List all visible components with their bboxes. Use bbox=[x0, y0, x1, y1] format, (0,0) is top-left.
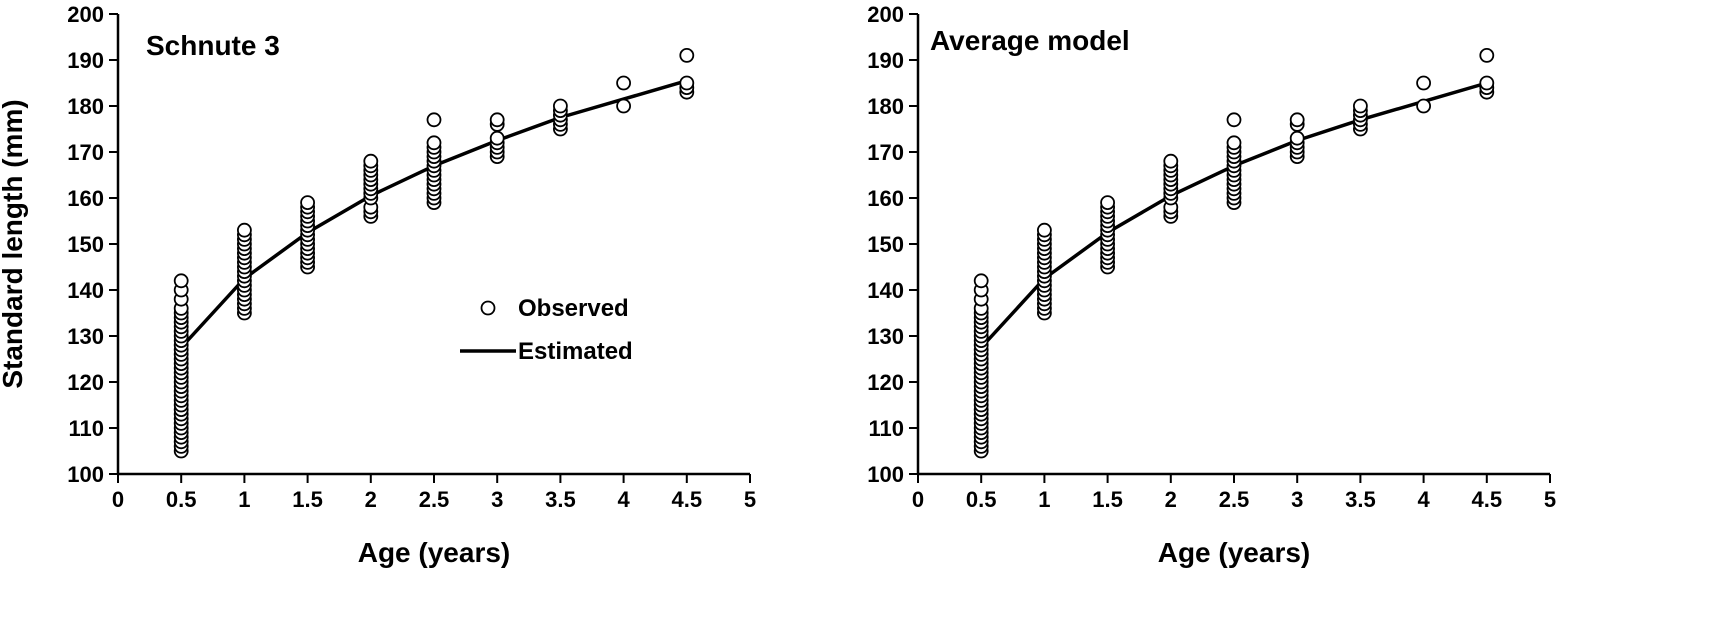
x-tick-label: 5 bbox=[744, 487, 756, 512]
y-tick-label: 150 bbox=[67, 232, 104, 257]
observed-point bbox=[616, 75, 631, 91]
y-tick-label: 190 bbox=[867, 48, 904, 73]
panel-title: Average model bbox=[930, 25, 1130, 56]
observed-point bbox=[553, 98, 568, 114]
observed-point bbox=[1100, 195, 1115, 211]
x-axis-label: Age (years) bbox=[358, 537, 511, 568]
x-tick-label: 3.5 bbox=[545, 487, 576, 512]
x-tick-label: 3.5 bbox=[1345, 487, 1376, 512]
x-tick-label: 1 bbox=[1038, 487, 1050, 512]
panel-schnute-3: 100 110 120 130 140 150 160 170 180 190 200 0 0.5 1 1.… bbox=[0, 2, 756, 568]
observed-point bbox=[300, 195, 316, 211]
x-tick-label: 2 bbox=[1165, 487, 1177, 512]
y-tick-label: 130 bbox=[67, 324, 104, 349]
observed-point bbox=[679, 75, 695, 91]
y-tick-label: 200 bbox=[867, 2, 904, 27]
x-tick-label: 0 bbox=[112, 487, 124, 512]
y-axis-label: Standard length (mm) bbox=[0, 99, 28, 388]
observed-point bbox=[1289, 130, 1305, 146]
observed-point bbox=[1479, 48, 1495, 63]
y-tick-label: 160 bbox=[67, 186, 104, 211]
y-tick-label: 100 bbox=[67, 462, 104, 487]
observed-point bbox=[679, 48, 695, 63]
observed-point bbox=[236, 222, 252, 238]
observed-point bbox=[1353, 98, 1368, 114]
observed-point bbox=[489, 112, 505, 128]
x-tick-label: 2 bbox=[365, 487, 377, 512]
x-axis-label: Age (years) bbox=[1158, 537, 1311, 568]
y-tick-label: 170 bbox=[867, 140, 904, 165]
legend-estimated-label: Estimated bbox=[518, 338, 633, 365]
x-tick-label: 0.5 bbox=[166, 487, 197, 512]
observed-point bbox=[363, 153, 379, 169]
observed-point bbox=[616, 98, 631, 114]
observed-point bbox=[1226, 135, 1242, 151]
y-tick-label: 130 bbox=[867, 324, 904, 349]
y-tick-label: 110 bbox=[69, 416, 105, 441]
observed-point bbox=[426, 112, 442, 128]
x-tick-label: 3 bbox=[1291, 487, 1303, 512]
observed-point bbox=[489, 130, 505, 146]
observed-point bbox=[1479, 75, 1495, 91]
legend: Observed Estimated bbox=[460, 295, 633, 365]
panel-title: Schnute 3 bbox=[146, 30, 280, 61]
x-tick-label: 4 bbox=[617, 487, 630, 512]
y-tick-label: 120 bbox=[67, 370, 104, 395]
y-tick-label: 120 bbox=[867, 370, 904, 395]
y-tick-label: 170 bbox=[67, 140, 104, 165]
x-tick-label: 4 bbox=[1417, 487, 1430, 512]
x-tick-label: 4.5 bbox=[672, 487, 703, 512]
y-tick-label: 200 bbox=[67, 2, 104, 27]
observed-point bbox=[1163, 153, 1179, 169]
y-tick-label: 100 bbox=[867, 462, 904, 487]
y-tick-label: 110 bbox=[869, 416, 905, 441]
observed-point bbox=[1037, 222, 1052, 238]
y-tick-label: 160 bbox=[867, 186, 904, 211]
x-tick-label: 2.5 bbox=[1219, 487, 1250, 512]
x-tick-label: 5 bbox=[1544, 487, 1556, 512]
observed-point bbox=[1416, 98, 1431, 114]
legend-observed-label: Observed bbox=[518, 295, 629, 322]
observed-point bbox=[173, 273, 189, 289]
observed-point bbox=[1226, 112, 1242, 128]
observed-point bbox=[1289, 112, 1305, 128]
x-tick-label: 2.5 bbox=[419, 487, 450, 512]
observed-point bbox=[973, 273, 989, 289]
observed-point bbox=[1416, 75, 1431, 91]
x-tick-label: 0.5 bbox=[966, 487, 997, 512]
y-tick-label: 140 bbox=[67, 278, 104, 303]
y-tick-label: 150 bbox=[867, 232, 904, 257]
y-tick-label: 140 bbox=[867, 278, 904, 303]
y-tick-label: 190 bbox=[67, 48, 104, 73]
y-tick-label: 180 bbox=[867, 94, 904, 119]
x-tick-label: 4.5 bbox=[1472, 487, 1503, 512]
legend-observed-marker bbox=[480, 300, 496, 316]
x-tick-label: 0 bbox=[912, 487, 924, 512]
panel-average-model: 100 110 120 130 140 150 160 170 180 190 200 0 0.5 1 1.… bbox=[867, 2, 1556, 568]
y-tick-label: 180 bbox=[67, 94, 104, 119]
x-tick-label: 3 bbox=[491, 487, 503, 512]
observed-point bbox=[426, 135, 442, 151]
x-tick-label: 1.5 bbox=[1092, 487, 1123, 512]
x-tick-label: 1.5 bbox=[292, 487, 323, 512]
x-tick-label: 1 bbox=[238, 487, 250, 512]
